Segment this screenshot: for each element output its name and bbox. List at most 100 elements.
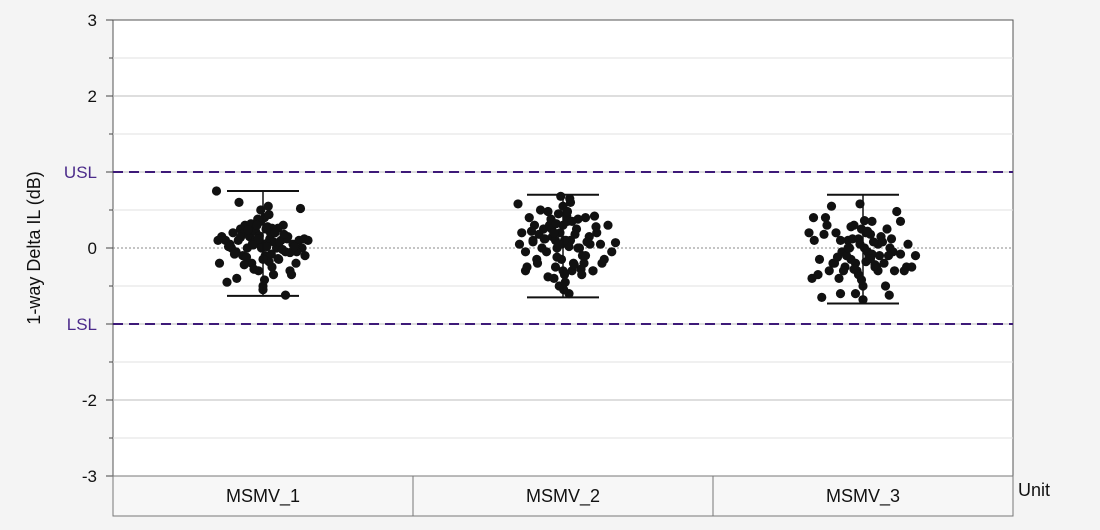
data-point (256, 205, 266, 215)
y-tick-label: -2 (82, 391, 97, 410)
data-point (522, 262, 532, 272)
data-point (910, 251, 921, 261)
data-point (573, 243, 583, 253)
data-point (295, 203, 306, 214)
data-point (513, 199, 523, 209)
data-point (892, 206, 902, 217)
data-point (543, 206, 553, 217)
data-point (895, 216, 906, 226)
data-point (603, 220, 613, 230)
data-point (289, 241, 300, 252)
data-point (814, 254, 825, 264)
data-point (870, 260, 880, 270)
data-point (607, 247, 617, 257)
data-point (826, 201, 837, 211)
data-point (528, 237, 538, 247)
data-point (243, 225, 253, 235)
data-point (862, 226, 873, 236)
data-point (804, 228, 814, 238)
y-tick-label: 0 (88, 239, 97, 258)
data-point (901, 262, 912, 272)
y-tick-label: 2 (88, 87, 97, 106)
data-point (610, 238, 621, 248)
data-point (549, 228, 559, 238)
data-point (820, 213, 831, 223)
data-point (270, 228, 280, 238)
data-point (526, 226, 537, 236)
data-point (834, 273, 844, 283)
data-point (886, 234, 897, 244)
data-point (832, 252, 843, 262)
data-point (235, 232, 246, 242)
data-point (229, 249, 240, 259)
data-point (248, 240, 258, 250)
data-point (239, 260, 249, 270)
data-point (234, 197, 244, 207)
data-point (867, 216, 877, 226)
data-point (849, 264, 859, 274)
data-point (211, 186, 222, 196)
data-point (291, 258, 301, 268)
data-point (253, 234, 264, 244)
data-point (263, 201, 273, 211)
data-point (570, 229, 580, 239)
data-point (822, 220, 832, 230)
y-tick-label: -3 (82, 467, 97, 486)
y-tick-label: 3 (88, 11, 97, 30)
data-point (214, 258, 225, 268)
data-point (580, 251, 591, 261)
data-point (241, 252, 252, 262)
data-point (874, 251, 885, 261)
data-point (813, 270, 823, 280)
data-point (560, 277, 570, 287)
data-point (274, 237, 285, 247)
data-point (232, 273, 242, 283)
data-point (868, 237, 879, 247)
data-point (843, 243, 853, 253)
data-point (817, 292, 827, 302)
data-point (589, 211, 600, 221)
data-point (824, 266, 834, 276)
data-point (835, 235, 846, 245)
data-point (223, 241, 234, 252)
spec-label-lsl: LSL (67, 315, 97, 334)
data-point (556, 191, 566, 201)
data-points (211, 186, 921, 305)
data-point (880, 281, 891, 291)
data-point (591, 222, 601, 232)
data-point (809, 235, 819, 245)
data-point (524, 213, 534, 223)
data-point (859, 216, 870, 226)
range-bars (227, 190, 899, 305)
data-point (856, 275, 867, 285)
data-point (838, 266, 849, 276)
data-point (846, 222, 856, 232)
data-point (895, 249, 906, 259)
data-point (553, 209, 564, 219)
x-tick-label: MSMV_2 (526, 486, 600, 507)
data-point (889, 266, 900, 276)
data-point (252, 220, 262, 230)
x-tick-label: MSMV_1 (226, 486, 300, 507)
data-point (213, 235, 223, 245)
data-point (831, 228, 841, 238)
data-point (903, 239, 913, 249)
data-point (562, 206, 573, 217)
data-point (273, 254, 283, 264)
data-point (543, 272, 553, 282)
data-point (580, 213, 591, 223)
data-point (537, 243, 547, 253)
data-point (835, 289, 846, 299)
data-point (883, 251, 894, 261)
data-point (268, 270, 279, 280)
data-point (262, 241, 272, 252)
data-point (517, 228, 527, 238)
data-point (841, 251, 852, 261)
x-tick-label: MSMV_3 (826, 486, 900, 507)
data-point (514, 239, 525, 249)
data-point (597, 258, 607, 268)
data-point (877, 237, 888, 247)
x-axis-label: Unit (1018, 480, 1050, 500)
data-point (567, 216, 577, 226)
